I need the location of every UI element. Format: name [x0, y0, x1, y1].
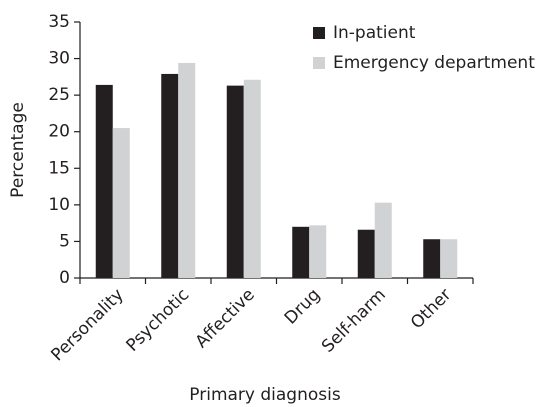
y-tick-label: 10	[48, 195, 70, 215]
y-tick-label: 5	[59, 231, 70, 251]
y-axis-label: Percentage	[8, 102, 28, 198]
y-tick-label: 15	[48, 158, 70, 178]
y-tick-label: 25	[48, 85, 70, 105]
bar	[309, 225, 327, 278]
legend-swatch	[313, 57, 325, 69]
y-tick-label: 0	[59, 268, 70, 288]
bar	[440, 239, 458, 278]
legend-label: Emergency department	[333, 53, 535, 73]
legend-swatch	[313, 27, 325, 39]
x-tick-label: Drug	[281, 285, 325, 329]
bar	[292, 226, 310, 278]
bar	[178, 62, 196, 279]
y-tick-label: 35	[48, 12, 70, 32]
bar	[226, 85, 244, 279]
y-tick-label: 30	[48, 49, 70, 69]
x-tick-label: Personality	[47, 285, 127, 365]
x-tick-label: Affective	[192, 285, 259, 352]
bar	[357, 229, 375, 278]
x-axis-label: Primary diagnosis	[189, 385, 341, 405]
x-tick-label: Psychotic	[123, 285, 194, 356]
bar	[423, 239, 441, 278]
y-tick-label: 20	[48, 122, 70, 142]
bar	[112, 128, 130, 278]
bar	[243, 79, 261, 278]
legend-label: In-patient	[333, 23, 416, 43]
bar	[161, 73, 179, 278]
bar	[374, 202, 392, 278]
x-tick-label: Self-harm	[318, 285, 390, 357]
bar	[95, 84, 113, 278]
x-tick-label: Other	[407, 285, 455, 333]
